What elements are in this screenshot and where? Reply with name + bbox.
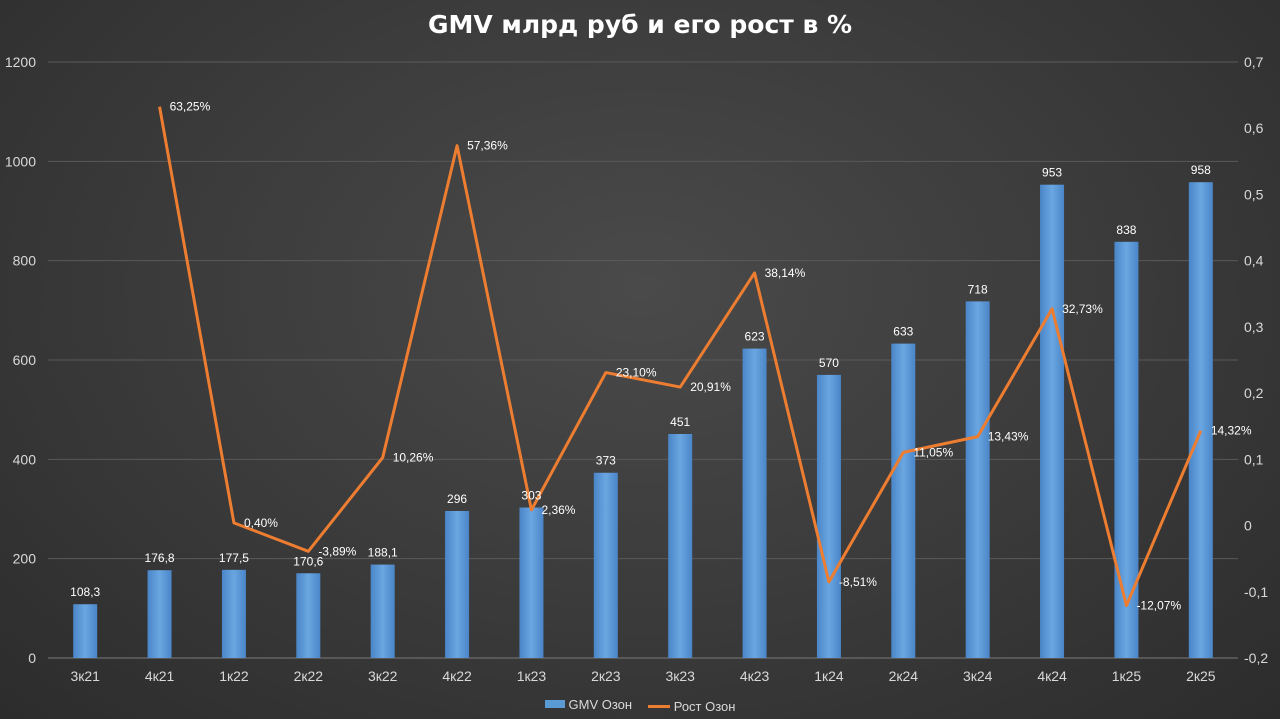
bar	[73, 604, 98, 658]
legend-item-gmv: GMV Озон	[544, 696, 633, 712]
legend: GMV Озон Рост Озон	[0, 696, 1280, 714]
y-right-tick-label: 0,3	[1244, 319, 1264, 335]
bar-value-label: 623	[745, 330, 765, 344]
bar	[221, 569, 246, 658]
legend-item-growth: Рост Озон	[647, 699, 736, 714]
bars	[73, 182, 1213, 658]
y-left-tick-label: 600	[13, 352, 37, 368]
chart-title: GMV млрд руб и его рост в %	[427, 10, 853, 39]
y-right-tick-label: -0,2	[1244, 650, 1268, 666]
bar	[742, 348, 767, 658]
x-tick-label: 4к23	[740, 668, 770, 684]
line-value-label: 14,32%	[1211, 424, 1252, 438]
line-value-label: 32,73%	[1062, 302, 1103, 316]
bar	[445, 510, 470, 658]
y-right-tick-label: 0,5	[1244, 186, 1264, 202]
y-left-tick-label: 800	[13, 253, 37, 269]
y-right-tick-label: 0	[1244, 518, 1252, 534]
y-right-tick-label: 0,4	[1244, 253, 1264, 269]
y-right-tick-label: 0,7	[1244, 54, 1264, 70]
bar	[519, 507, 544, 658]
legend-swatch-bar	[544, 700, 565, 708]
line-value-label: 2,36%	[541, 503, 575, 517]
bar-value-label: 303	[521, 489, 541, 503]
bar-value-label: 296	[447, 492, 467, 506]
line-value-label: 0,40%	[244, 516, 278, 530]
bar-value-label: 958	[1191, 163, 1211, 177]
bar-value-label: 373	[596, 454, 616, 468]
bar-value-label: 633	[893, 325, 913, 339]
x-tick-label: 1к22	[219, 668, 249, 684]
bar	[1114, 241, 1139, 658]
bar-value-label: 570	[819, 356, 839, 370]
legend-label-gmv: GMV Озон	[568, 696, 633, 712]
line-value-label: -3,89%	[318, 544, 356, 558]
bar	[370, 564, 395, 658]
data-labels: 108,3 176,8 177,5 170,6 188,1 296 303 373 451 623…	[70, 100, 1252, 613]
bar	[965, 301, 990, 658]
bar	[593, 472, 618, 658]
line-value-label: 38,14%	[765, 266, 806, 280]
x-tick-label: 1к23	[517, 668, 547, 684]
growth-line-path	[158, 106, 1203, 607]
y-right-tick-label: 0,6	[1244, 120, 1264, 136]
line-value-label: 10,26%	[393, 451, 434, 465]
bar-value-label: 176,8	[145, 551, 175, 565]
bar-value-label: 188,1	[368, 546, 398, 560]
bar	[1188, 182, 1213, 658]
x-tick-label: 2к24	[889, 668, 919, 684]
axes: 0 200 400 600 800 1000 1200 -0,2 -0,1 0 0,1 0,2 0,3 0…	[5, 54, 1268, 684]
x-tick-label: 1к24	[814, 668, 844, 684]
y-right-tick-label: 0,1	[1244, 451, 1264, 467]
bar-value-label: 108,3	[70, 585, 100, 599]
growth-line	[158, 106, 1203, 607]
legend-label-growth: Рост Озон	[673, 699, 736, 714]
x-tick-label: 3к22	[368, 668, 398, 684]
legend-swatch-line	[647, 705, 670, 708]
bar-value-label: 838	[1116, 223, 1136, 237]
x-tick-label: 4к21	[145, 668, 175, 684]
bar-value-label: 953	[1042, 166, 1062, 180]
line-value-label: -12,07%	[1136, 598, 1181, 612]
y-left-tick-label: 0	[28, 650, 36, 666]
x-tick-label: 2к23	[591, 668, 621, 684]
y-left-tick-label: 200	[13, 551, 37, 567]
line-value-label: 11,05%	[913, 445, 953, 459]
y-right-tick-label: -0,1	[1244, 584, 1268, 600]
line-value-label: -8,51%	[839, 575, 877, 589]
line-value-label: 23,10%	[616, 366, 657, 380]
bar	[296, 573, 321, 658]
x-tick-label: 1к25	[1112, 668, 1142, 684]
bar	[1040, 184, 1065, 658]
bar	[816, 374, 841, 658]
x-tick-label: 4к22	[442, 668, 472, 684]
bar	[668, 434, 693, 658]
bar-value-label: 170,6	[293, 554, 323, 568]
x-tick-label: 4к24	[1037, 668, 1067, 684]
x-tick-label: 3к21	[70, 668, 100, 684]
y-left-tick-label: 1200	[5, 54, 36, 70]
x-tick-label: 2к25	[1186, 668, 1216, 684]
line-value-label: 57,36%	[467, 139, 508, 153]
x-tick-label: 3к24	[963, 668, 993, 684]
bar	[891, 343, 916, 658]
bar-value-label: 177,5	[219, 551, 249, 565]
y-left-tick-label: 400	[13, 451, 37, 467]
line-value-label: 13,43%	[988, 430, 1029, 444]
x-tick-label: 3к23	[665, 668, 695, 684]
y-left-tick-label: 1000	[5, 153, 36, 169]
bar-value-label: 718	[968, 282, 988, 296]
bar-value-label: 451	[670, 415, 690, 429]
line-value-label: 63,25%	[170, 100, 211, 114]
y-right-tick-label: 0,2	[1244, 385, 1264, 401]
bar	[147, 570, 172, 658]
line-value-label: 20,91%	[690, 380, 731, 394]
x-tick-label: 2к22	[294, 668, 324, 684]
